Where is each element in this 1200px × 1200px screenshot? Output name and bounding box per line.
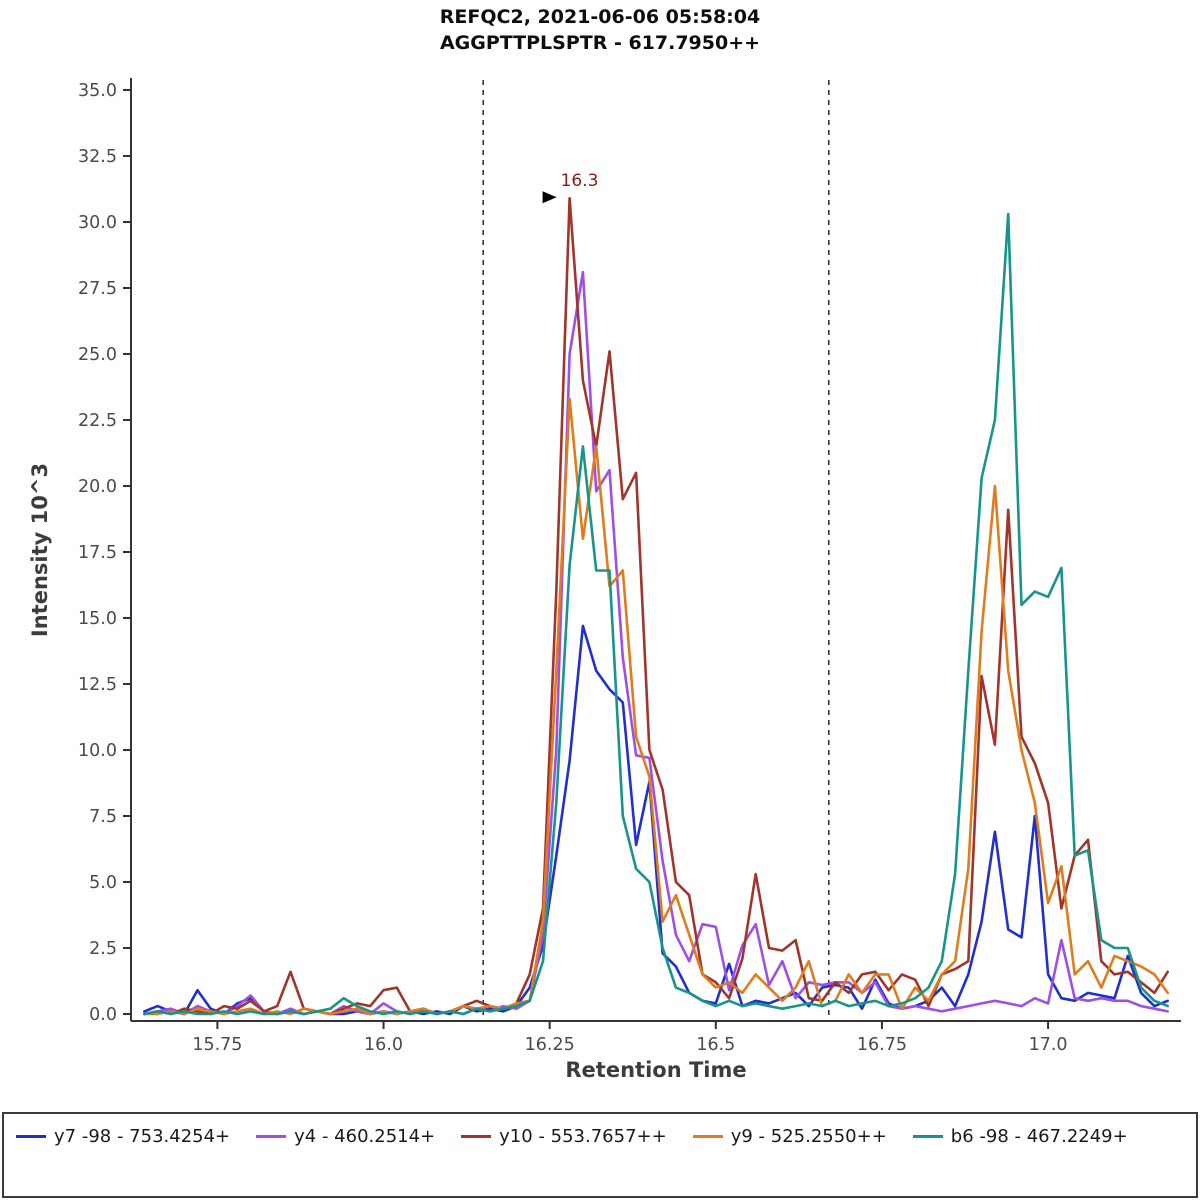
y-tick-label: 15.0 bbox=[78, 609, 117, 629]
y-tick-label: 22.5 bbox=[78, 411, 117, 431]
legend-item-y9: y9 - 525.2550++ bbox=[692, 1119, 887, 1153]
x-tick-label: 16.75 bbox=[857, 1035, 907, 1055]
y-tick-label: 17.5 bbox=[78, 543, 117, 563]
y-tick-label: 2.5 bbox=[89, 939, 117, 959]
y-tick-label: 25.0 bbox=[78, 345, 117, 365]
legend-item-label: y7 -98 - 753.4254+ bbox=[54, 1125, 231, 1147]
x-tick-label: 17.0 bbox=[1029, 1035, 1068, 1055]
legend-swatch-y9 bbox=[692, 1134, 723, 1138]
legend-swatch-y4 bbox=[256, 1134, 287, 1138]
chromatogram-plot[interactable]: 0.0 2.5 5.0 7.5 10.0 12.5 15.0 17.5 20.0 22.5 25.0… bbox=[0, 0, 1200, 1105]
series-line-y9 bbox=[143, 397, 1169, 1016]
legend-swatch-y7 bbox=[16, 1134, 46, 1138]
y-tick-label: 0.0 bbox=[89, 1005, 117, 1025]
y-tick-label: 27.5 bbox=[78, 279, 117, 299]
y-tick-label: 10.0 bbox=[78, 741, 117, 761]
legend-item-label: y9 - 525.2550++ bbox=[730, 1125, 887, 1147]
legend-swatch-y10 bbox=[461, 1134, 492, 1138]
x-tick-label: 15.75 bbox=[192, 1035, 242, 1055]
peak-retention-time-label: 16.3 bbox=[561, 171, 599, 191]
y-tick-label: 5.0 bbox=[89, 873, 117, 893]
series-line-y10 bbox=[143, 196, 1169, 1016]
legend-item-y7: y7 -98 - 753.4254+ bbox=[16, 1119, 230, 1153]
legend-item-y4: y4 - 460.2514+ bbox=[256, 1119, 435, 1153]
series-line-b6 bbox=[143, 212, 1169, 1016]
y-tick-label: 30.0 bbox=[78, 213, 117, 233]
chart-title-line1: REFQC2, 2021-06-06 05:58:04 bbox=[439, 6, 761, 28]
x-tick-label: 16.0 bbox=[364, 1035, 403, 1055]
x-tick-label: 16.5 bbox=[696, 1035, 735, 1055]
x-tick-label: 16.25 bbox=[525, 1035, 575, 1055]
y-tick-label: 12.5 bbox=[78, 675, 117, 695]
legend: y7 -98 - 753.4254+ y4 - 460.2514+ y10 - 55… bbox=[2, 1112, 1198, 1198]
x-axis-label: Retention Time bbox=[565, 1058, 747, 1082]
y-tick-label: 35.0 bbox=[78, 81, 117, 101]
legend-item-y10: y10 - 553.7657++ bbox=[461, 1119, 667, 1153]
series-line-y7 bbox=[143, 624, 1169, 1016]
y-tick-label: 20.0 bbox=[78, 477, 117, 497]
chart-title-line2: AGGPTTPLSPTR - 617.7950++ bbox=[439, 32, 761, 54]
peak-annotation-arrow-icon bbox=[542, 191, 557, 204]
y-tick-label: 32.5 bbox=[78, 147, 117, 167]
legend-swatch-b6 bbox=[912, 1134, 943, 1138]
legend-item-label: b6 -98 - 467.2249+ bbox=[950, 1125, 1128, 1147]
legend-item-b6: b6 -98 - 467.2249+ bbox=[912, 1119, 1128, 1153]
legend-item-label: y4 - 460.2514+ bbox=[294, 1125, 436, 1147]
legend-item-label: y10 - 553.7657++ bbox=[499, 1125, 667, 1147]
chart-title: REFQC2, 2021-06-06 05:58:04 AGGPTTPLSPTR… bbox=[0, 4, 1200, 56]
y-tick-label: 7.5 bbox=[89, 807, 117, 827]
